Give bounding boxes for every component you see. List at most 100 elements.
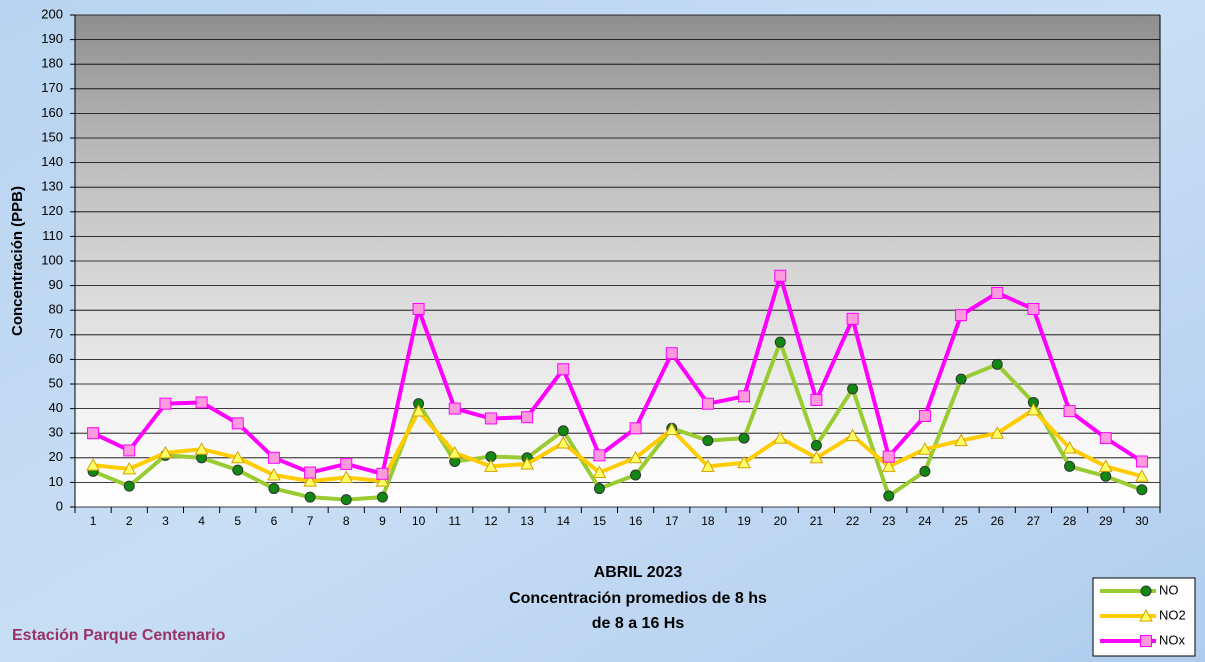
- y-tick-label: 20: [49, 449, 63, 464]
- x-tick-label: 24: [918, 514, 932, 528]
- y-tick-label: 120: [41, 203, 63, 218]
- x-tick-label: 25: [954, 514, 968, 528]
- x-tick-label: 9: [379, 514, 386, 528]
- legend-label: NO2: [1159, 607, 1186, 622]
- x-tick-label: 3: [162, 514, 169, 528]
- marker: [992, 287, 1003, 298]
- y-tick-label: 170: [41, 80, 63, 95]
- marker: [269, 484, 279, 494]
- marker: [1064, 406, 1075, 417]
- y-tick-label: 140: [41, 154, 63, 169]
- marker: [594, 484, 604, 494]
- title-line: ABRIL 2023: [594, 564, 683, 581]
- title-line: de 8 a 16 Hs: [592, 615, 685, 632]
- x-tick-label: 19: [737, 514, 751, 528]
- marker: [919, 410, 930, 421]
- marker: [341, 458, 352, 469]
- marker: [703, 436, 713, 446]
- marker: [341, 495, 351, 505]
- y-tick-label: 180: [41, 56, 63, 71]
- marker: [558, 426, 568, 436]
- y-tick-label: 0: [56, 498, 63, 513]
- marker: [775, 270, 786, 281]
- marker: [268, 452, 279, 463]
- marker: [1141, 636, 1152, 647]
- marker: [305, 492, 315, 502]
- station-label: Estación Parque Centenario: [12, 627, 226, 644]
- marker: [739, 433, 749, 443]
- marker: [847, 313, 858, 324]
- y-tick-label: 30: [49, 425, 63, 440]
- x-tick-label: 22: [846, 514, 860, 528]
- marker: [1100, 433, 1111, 444]
- marker: [775, 337, 785, 347]
- x-tick-label: 7: [307, 514, 314, 528]
- marker: [1028, 303, 1039, 314]
- marker: [739, 391, 750, 402]
- marker: [630, 423, 641, 434]
- x-tick-label: 1: [90, 514, 97, 528]
- marker: [848, 384, 858, 394]
- x-tick-label: 28: [1063, 514, 1077, 528]
- marker: [233, 465, 243, 475]
- x-tick-label: 18: [701, 514, 715, 528]
- marker: [956, 310, 967, 321]
- marker: [811, 394, 822, 405]
- x-tick-label: 10: [412, 514, 426, 528]
- marker: [666, 348, 677, 359]
- marker: [1141, 586, 1151, 596]
- x-tick-label: 26: [991, 514, 1005, 528]
- x-tick-label: 8: [343, 514, 350, 528]
- x-tick-label: 5: [234, 514, 241, 528]
- x-tick-label: 11: [449, 514, 462, 528]
- y-tick-label: 100: [41, 252, 63, 267]
- marker: [811, 441, 821, 451]
- marker: [1065, 461, 1075, 471]
- x-tick-label: 29: [1099, 514, 1113, 528]
- marker: [196, 397, 207, 408]
- legend-label: NOx: [1159, 632, 1186, 647]
- marker: [884, 491, 894, 501]
- title-line: Concentración promedios de 8 hs: [509, 590, 767, 607]
- legend-label: NO: [1159, 582, 1179, 597]
- y-tick-label: 10: [49, 474, 63, 489]
- x-tick-label: 13: [520, 514, 534, 528]
- marker: [956, 374, 966, 384]
- marker: [485, 413, 496, 424]
- marker: [702, 398, 713, 409]
- x-tick-label: 6: [271, 514, 278, 528]
- x-tick-label: 27: [1027, 514, 1041, 528]
- marker: [522, 412, 533, 423]
- y-tick-label: 80: [49, 302, 63, 317]
- x-tick-label: 4: [198, 514, 205, 528]
- x-tick-label: 23: [882, 514, 896, 528]
- marker: [377, 492, 387, 502]
- y-tick-label: 50: [49, 375, 63, 390]
- marker: [992, 359, 1002, 369]
- x-tick-label: 14: [557, 514, 571, 528]
- marker: [160, 398, 171, 409]
- y-tick-label: 160: [41, 105, 63, 120]
- y-tick-label: 90: [49, 277, 63, 292]
- marker: [124, 445, 135, 456]
- y-tick-label: 130: [41, 179, 63, 194]
- marker: [558, 364, 569, 375]
- marker: [1137, 485, 1147, 495]
- y-tick-label: 70: [49, 326, 63, 341]
- y-axis-label: Concentración (PPB): [9, 186, 26, 336]
- marker: [1101, 471, 1111, 481]
- marker: [594, 450, 605, 461]
- marker: [920, 466, 930, 476]
- y-tick-label: 60: [49, 351, 63, 366]
- y-tick-label: 190: [41, 31, 63, 46]
- marker: [631, 470, 641, 480]
- marker: [124, 481, 134, 491]
- y-tick-label: 200: [41, 6, 63, 21]
- marker: [1136, 456, 1147, 467]
- x-tick-label: 12: [484, 514, 498, 528]
- marker: [88, 428, 99, 439]
- x-tick-label: 17: [665, 514, 679, 528]
- marker: [305, 467, 316, 478]
- marker: [377, 468, 388, 479]
- x-tick-label: 2: [126, 514, 133, 528]
